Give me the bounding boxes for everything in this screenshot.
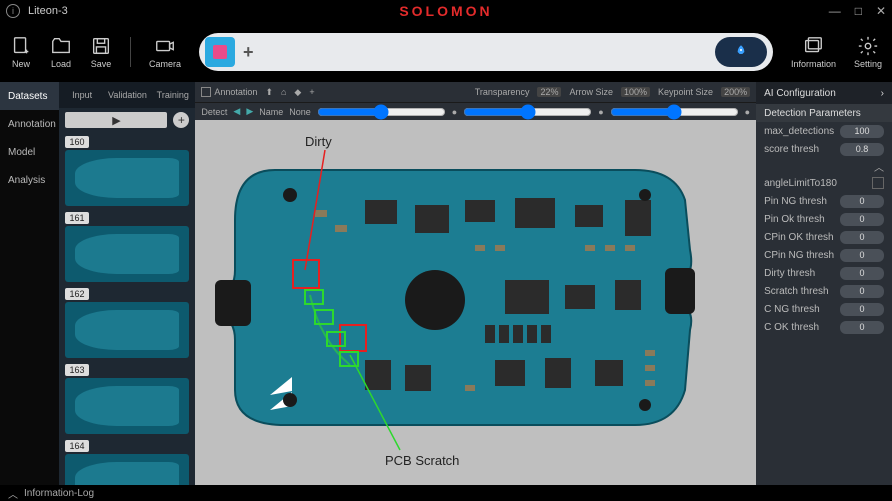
annotation-label-dirty: Dirty xyxy=(305,134,332,149)
tool-icon[interactable]: ⬆ xyxy=(265,87,273,98)
nav-next[interactable]: ▶ xyxy=(246,106,253,117)
ai-config-header: AI Configuration › xyxy=(756,82,892,104)
slider-1[interactable] xyxy=(317,104,446,120)
save-icon xyxy=(90,35,112,57)
param-row: C NG thresh0 xyxy=(756,300,892,318)
project-thumb[interactable] xyxy=(205,37,235,67)
tab-analysis[interactable]: Analysis xyxy=(0,166,59,194)
param-row: Pin NG thresh0 xyxy=(756,192,892,210)
main-toolbar: New Load Save Camera + Information Setti… xyxy=(0,22,892,82)
camera-icon xyxy=(154,35,176,57)
param-row: max_detections100 xyxy=(756,122,892,140)
tool-icon[interactable]: + xyxy=(309,87,314,97)
transparency-value: 22% xyxy=(537,87,561,97)
detect-toggle[interactable]: Detect xyxy=(201,107,227,117)
annotation-toggle[interactable]: Annotation xyxy=(201,87,257,97)
thumbnail-item[interactable]: 164 xyxy=(65,440,189,485)
param-row: CPin NG thresh0 xyxy=(756,246,892,264)
param-row: score thresh0.8 xyxy=(756,140,892,158)
thumbnail-item[interactable]: 160 xyxy=(65,136,189,206)
transparency-label: Transparency xyxy=(475,87,530,97)
name-value: None xyxy=(289,107,311,117)
close-button[interactable]: ✕ xyxy=(876,4,886,18)
play-button[interactable]: ▶ xyxy=(65,112,167,128)
run-button[interactable] xyxy=(715,37,767,67)
add-project-button[interactable]: + xyxy=(243,42,254,63)
param-row: angleLimitTo180 xyxy=(756,174,892,192)
param-row: CPin OK thresh0 xyxy=(756,228,892,246)
ai-config-panel: AI Configuration › Detection Parameters … xyxy=(756,82,892,485)
checkbox[interactable] xyxy=(872,177,884,189)
information-button[interactable]: Information xyxy=(791,35,836,69)
rocket-icon xyxy=(733,44,749,60)
param-row: Dirty thresh0 xyxy=(756,264,892,282)
tab-annotation[interactable]: Annotation xyxy=(0,110,59,138)
maximize-button[interactable]: □ xyxy=(855,4,862,18)
tool-icon[interactable]: ◆ xyxy=(294,87,301,98)
information-icon xyxy=(802,35,824,57)
collapse-icon[interactable]: ︿ xyxy=(756,158,892,174)
thumbnail-item[interactable]: 161 xyxy=(65,212,189,282)
gear-icon xyxy=(857,35,879,57)
subtab-training[interactable]: Training xyxy=(150,82,195,108)
thumbnail-item[interactable]: 163 xyxy=(65,364,189,434)
tool-icon[interactable]: ⌂ xyxy=(281,87,286,97)
info-log-label: Information-Log xyxy=(24,488,94,499)
tab-model[interactable]: Model xyxy=(0,138,59,166)
slider-3[interactable] xyxy=(610,104,739,120)
param-row: Scratch thresh0 xyxy=(756,282,892,300)
minimize-button[interactable]: — xyxy=(829,4,841,18)
pcb-viewport[interactable]: Dirty PCB Scratch xyxy=(195,120,756,485)
subtab-input[interactable]: Input xyxy=(59,82,104,108)
new-icon xyxy=(10,35,32,57)
tab-datasets[interactable]: Datasets xyxy=(0,82,59,110)
left-nav: Datasets Annotation Model Analysis xyxy=(0,82,59,485)
param-row: Pin Ok thresh0 xyxy=(756,210,892,228)
thumbnail-list: 160 161 162 163 164 xyxy=(59,132,195,485)
name-label: Name xyxy=(259,107,283,117)
canvas-area: Annotation ⬆ ⌂ ◆ + Transparency 22% Arro… xyxy=(195,82,756,485)
keypointsize-value: 200% xyxy=(721,87,750,97)
nav-prev[interactable]: ◀ xyxy=(233,106,240,117)
project-pill: + xyxy=(199,33,773,71)
subtab-validation[interactable]: Validation xyxy=(105,82,150,108)
chevron-right-icon[interactable]: › xyxy=(881,88,884,99)
annotation-label-scratch: PCB Scratch xyxy=(385,453,459,468)
camera-button[interactable]: Camera xyxy=(149,35,181,69)
project-title: Liteon-3 xyxy=(28,5,68,17)
dataset-panel: Input Validation Training ▶ + 160 161 16… xyxy=(59,82,195,485)
canvas-toolbar-2: Detect ◀ ▶ Name None ● ● ● xyxy=(195,102,756,120)
pcb-image xyxy=(215,150,695,440)
arrowsize-value: 100% xyxy=(621,87,650,97)
save-button[interactable]: Save xyxy=(90,35,112,69)
canvas-toolbar: Annotation ⬆ ⌂ ◆ + Transparency 22% Arro… xyxy=(195,82,756,102)
brand-logo: SOLOMON xyxy=(399,3,492,19)
detection-params-header: Detection Parameters xyxy=(756,104,892,122)
setting-button[interactable]: Setting xyxy=(854,35,882,69)
info-icon[interactable]: i xyxy=(6,4,20,18)
add-image-button[interactable]: + xyxy=(173,112,189,128)
param-row: C OK thresh0 xyxy=(756,318,892,336)
keypointsize-label: Keypoint Size xyxy=(658,87,713,97)
slider-2[interactable] xyxy=(463,104,592,120)
chevron-up-icon: ︿ xyxy=(8,486,18,501)
divider xyxy=(130,37,131,67)
thumbnail-item[interactable]: 162 xyxy=(65,288,189,358)
title-bar: i Liteon-3 SOLOMON — □ ✕ xyxy=(0,0,892,22)
bottom-bar[interactable]: ︿ Information-Log xyxy=(0,485,892,501)
new-button[interactable]: New xyxy=(10,35,32,69)
arrowsize-label: Arrow Size xyxy=(569,87,613,97)
load-button[interactable]: Load xyxy=(50,35,72,69)
folder-icon xyxy=(50,35,72,57)
